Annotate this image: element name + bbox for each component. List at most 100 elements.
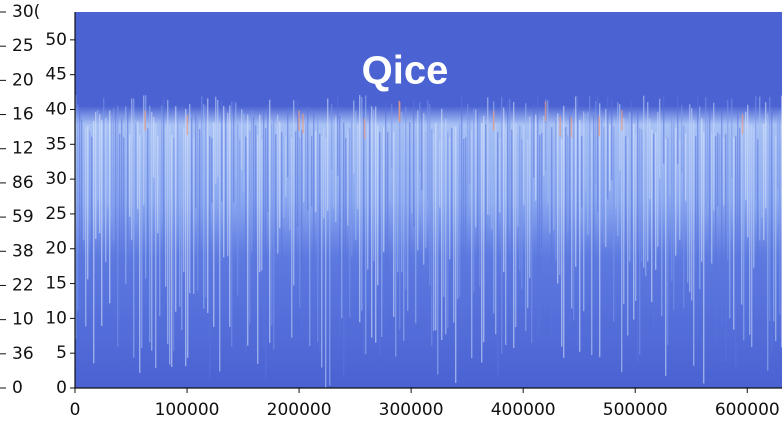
texture <box>509 98 511 217</box>
texture <box>575 96 577 267</box>
texture <box>743 134 745 341</box>
texture <box>398 102 401 123</box>
texture <box>667 137 669 345</box>
x-tick-label: 0 <box>70 400 81 420</box>
texture <box>691 108 693 301</box>
texture <box>77 104 79 311</box>
texture <box>397 120 399 273</box>
texture <box>409 122 411 297</box>
texture <box>287 112 289 178</box>
texture <box>161 105 163 207</box>
texture <box>731 98 733 179</box>
texture <box>189 103 191 294</box>
texture <box>193 137 195 294</box>
texture <box>697 96 699 336</box>
texture <box>209 136 211 379</box>
texture <box>257 134 259 364</box>
texture <box>705 97 707 211</box>
y-tick-label: 0 <box>56 378 67 398</box>
texture <box>577 95 579 347</box>
texture <box>145 95 147 279</box>
texture <box>307 106 309 211</box>
texture <box>703 131 705 384</box>
texture <box>97 109 99 201</box>
texture <box>433 134 435 331</box>
texture <box>175 106 177 312</box>
texture <box>295 131 297 310</box>
texture <box>303 121 305 202</box>
texture <box>309 123 311 346</box>
colorbar-label: 38 <box>12 241 34 261</box>
texture <box>527 139 529 309</box>
texture <box>569 114 571 329</box>
texture <box>579 119 581 352</box>
texture <box>221 101 223 202</box>
colorbar-label: 25 <box>12 36 34 56</box>
texture <box>633 123 635 320</box>
texture <box>255 124 257 312</box>
texture <box>761 138 763 218</box>
y-tick-label: 25 <box>45 204 67 224</box>
texture <box>265 128 267 380</box>
texture <box>465 137 467 312</box>
texture <box>570 117 573 138</box>
texture <box>597 97 599 213</box>
texture <box>725 133 727 363</box>
texture <box>759 96 761 241</box>
texture <box>523 124 525 206</box>
texture <box>319 133 321 353</box>
texture <box>103 97 105 213</box>
texture <box>489 132 491 216</box>
texture <box>115 109 117 277</box>
texture <box>521 139 523 289</box>
texture <box>549 124 551 234</box>
texture <box>747 104 749 238</box>
texture <box>453 126 455 323</box>
texture <box>443 127 445 297</box>
texture <box>487 97 489 215</box>
texture <box>281 131 283 260</box>
texture <box>301 129 303 331</box>
texture <box>529 116 531 279</box>
texture <box>349 127 351 318</box>
texture <box>127 109 129 249</box>
texture <box>385 102 387 332</box>
texture <box>435 123 437 331</box>
texture <box>105 117 107 263</box>
heatmap-texture <box>75 95 782 389</box>
texture <box>503 107 505 273</box>
texture <box>107 135 109 207</box>
texture <box>425 132 427 248</box>
texture <box>693 120 695 366</box>
texture <box>119 133 121 321</box>
texture <box>547 100 549 205</box>
texture <box>343 122 345 376</box>
texture <box>109 110 111 304</box>
texture <box>687 134 689 283</box>
texture <box>739 127 741 290</box>
texture <box>555 119 557 261</box>
colorbar-label: 20 <box>12 70 34 90</box>
texture <box>133 98 135 358</box>
texture <box>611 98 613 181</box>
texture <box>695 135 697 245</box>
texture <box>341 117 343 319</box>
texture <box>757 139 759 319</box>
texture <box>99 114 101 234</box>
texture <box>501 96 503 354</box>
texture <box>335 116 337 222</box>
texture <box>291 137 293 338</box>
texture <box>181 122 183 330</box>
texture <box>203 104 205 309</box>
texture <box>621 117 623 373</box>
texture <box>269 99 271 343</box>
texture <box>241 109 243 170</box>
texture <box>123 137 125 277</box>
texture <box>583 111 585 312</box>
texture <box>125 106 127 284</box>
texture <box>213 122 215 327</box>
texture <box>775 135 777 342</box>
texture <box>277 114 279 254</box>
texture <box>659 98 661 179</box>
plot-background <box>75 12 782 388</box>
